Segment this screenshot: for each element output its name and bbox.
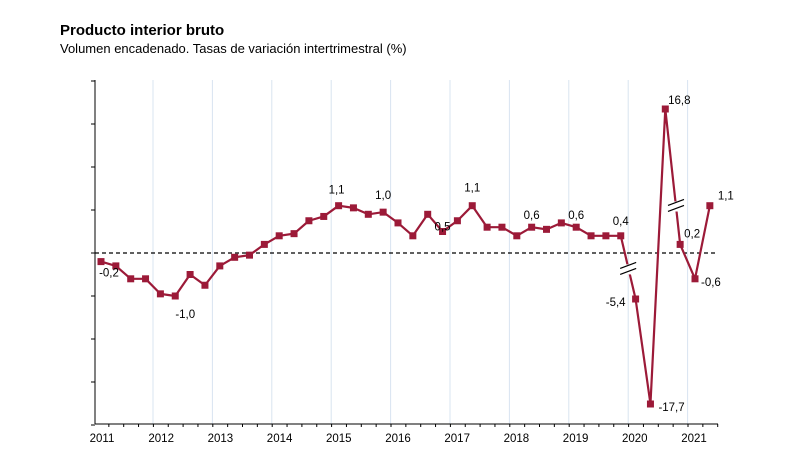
x-tick-label: 2012 bbox=[148, 433, 174, 445]
data-point bbox=[498, 223, 506, 231]
break-line bbox=[667, 198, 685, 207]
x-tick-label: 2017 bbox=[444, 433, 470, 445]
data-label: 1,0 bbox=[375, 190, 391, 202]
axis-break-mark bbox=[619, 261, 637, 275]
data-point bbox=[379, 208, 387, 216]
data-label: -0,2 bbox=[99, 268, 119, 280]
data-point bbox=[587, 232, 595, 240]
data-label: -17,7 bbox=[658, 402, 684, 414]
break-line bbox=[667, 204, 685, 213]
break-line bbox=[619, 267, 637, 275]
chart-subtitle: Volumen encadenado. Tasas de variación i… bbox=[60, 41, 407, 56]
axes bbox=[91, 80, 719, 427]
x-tick-label: 2011 bbox=[90, 433, 115, 445]
data-point bbox=[632, 295, 640, 303]
data-point bbox=[156, 290, 164, 298]
data-point bbox=[557, 219, 565, 227]
data-point bbox=[661, 105, 669, 113]
point-markers bbox=[97, 105, 714, 408]
x-tick-label: 2015 bbox=[326, 433, 352, 445]
x-tick-label: 2018 bbox=[504, 433, 530, 445]
data-point bbox=[439, 228, 447, 235]
data-point bbox=[290, 230, 298, 238]
data-point bbox=[483, 223, 491, 231]
chart-title: Producto interior bruto bbox=[60, 22, 225, 39]
data-label: 0,4 bbox=[613, 216, 630, 228]
data-label: -0,6 bbox=[701, 277, 721, 289]
data-point bbox=[112, 262, 120, 270]
data-point bbox=[231, 253, 239, 261]
data-point bbox=[171, 292, 179, 300]
data-point bbox=[320, 212, 328, 220]
data-label: -1,0 bbox=[175, 309, 195, 321]
data-point bbox=[305, 217, 313, 225]
data-point bbox=[142, 275, 150, 283]
data-point bbox=[602, 232, 610, 240]
data-point bbox=[127, 275, 135, 283]
x-tick-label: 2013 bbox=[208, 433, 234, 445]
data-point bbox=[216, 262, 224, 270]
data-label: 0,5 bbox=[435, 222, 451, 234]
x-tick-label: 2016 bbox=[385, 433, 411, 445]
year-grid bbox=[152, 80, 689, 424]
data-label: 1,1 bbox=[718, 191, 734, 203]
data-point bbox=[409, 232, 417, 240]
break-gap bbox=[620, 264, 637, 275]
data-label: 0,6 bbox=[568, 210, 584, 222]
data-label: 16,8 bbox=[668, 95, 690, 107]
data-point bbox=[260, 240, 268, 248]
data-point bbox=[646, 400, 654, 408]
data-point bbox=[349, 204, 357, 212]
data-point bbox=[676, 240, 684, 248]
data-point bbox=[691, 275, 699, 283]
data-point bbox=[543, 225, 550, 233]
data-label: 0,2 bbox=[684, 228, 700, 240]
data-label: -5,4 bbox=[606, 297, 626, 309]
data-label: 1,1 bbox=[464, 183, 480, 195]
series-group bbox=[100, 107, 711, 406]
data-label: 0,6 bbox=[524, 210, 540, 222]
data-labels: -0,2 -1,0 1,1 1,0 0,5 1,1 0,6 0,6 0,4 -5,4 -17,7 16… bbox=[99, 95, 734, 414]
data-point bbox=[424, 210, 432, 218]
axis-break-mark bbox=[667, 198, 685, 213]
data-point bbox=[246, 251, 253, 259]
data-point bbox=[97, 258, 105, 266]
data-point bbox=[201, 281, 209, 289]
break-gap bbox=[667, 201, 684, 212]
x-tick-label: 2019 bbox=[563, 433, 589, 445]
x-tick-label: 2021 bbox=[681, 433, 707, 445]
x-tick-label: 2020 bbox=[622, 433, 648, 445]
data-label: 1,1 bbox=[329, 185, 345, 197]
data-point bbox=[186, 271, 194, 278]
data-point bbox=[394, 219, 402, 227]
x-tick-labels: 2011 2012 2013 2014 2015 2016 2017 2018 2019 2020… bbox=[90, 433, 707, 445]
break-line bbox=[619, 261, 637, 269]
break-marks bbox=[619, 198, 685, 275]
series-line bbox=[100, 107, 711, 406]
data-point bbox=[468, 202, 476, 210]
data-point bbox=[275, 232, 283, 240]
data-point bbox=[572, 223, 580, 231]
data-point bbox=[617, 232, 625, 240]
data-point bbox=[706, 202, 714, 210]
data-point bbox=[335, 202, 343, 210]
data-point bbox=[528, 223, 536, 231]
data-point bbox=[453, 217, 461, 225]
x-tick-label: 2014 bbox=[267, 433, 293, 445]
data-point bbox=[364, 210, 372, 218]
data-point bbox=[513, 232, 521, 240]
